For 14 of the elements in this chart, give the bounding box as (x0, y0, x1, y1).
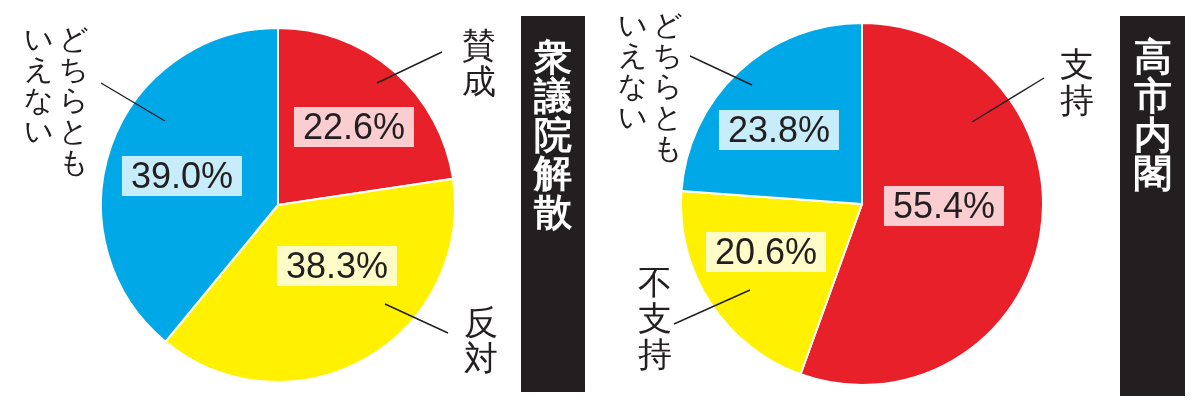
data-label: 55.4% (883, 185, 1005, 226)
category-label: どちらともいえない (618, 8, 684, 164)
category-label: どちらともいえない (24, 22, 90, 178)
data-label: 39.0% (121, 155, 243, 196)
data-label: 22.6% (293, 106, 415, 147)
slice-label: 不支持 (636, 263, 673, 374)
text: 高市内閣 (1132, 36, 1173, 195)
slice-label: 賛成 (460, 26, 497, 101)
data-label: 38.3% (276, 245, 398, 286)
slice-label: 反対 (462, 303, 499, 378)
data-label: 23.8% (718, 109, 840, 150)
data-label: 20.6% (705, 231, 827, 272)
text: 衆議院解散 (532, 36, 573, 233)
slice-label: 支持 (1058, 45, 1095, 120)
